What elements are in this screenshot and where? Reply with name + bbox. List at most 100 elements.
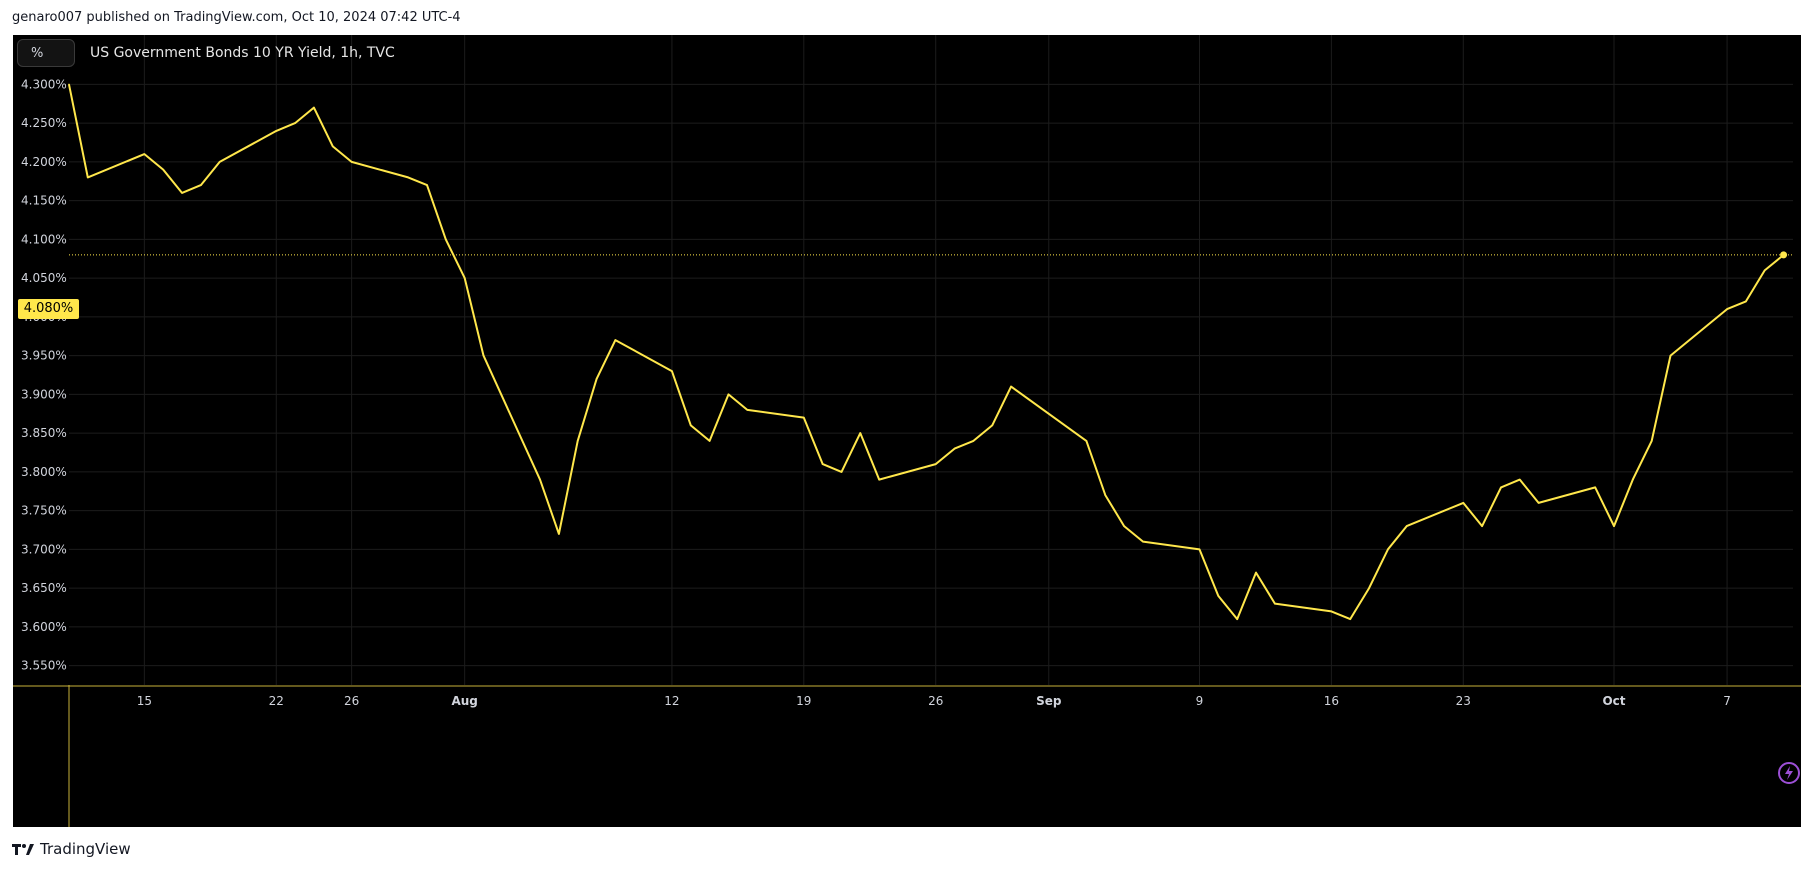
data-point <box>1387 548 1389 551</box>
x-tick-label: 16 <box>1324 694 1339 708</box>
data-point <box>934 463 937 465</box>
y-tick-label: 3.950% <box>21 349 67 363</box>
x-tick-label: 12 <box>664 694 679 708</box>
x-tick-label: Aug <box>451 694 477 708</box>
data-point <box>1236 618 1238 620</box>
data-point <box>143 153 146 155</box>
lightning-icon[interactable] <box>1778 762 1800 784</box>
data-point <box>162 168 165 171</box>
y-tick-label: 4.250% <box>21 116 67 130</box>
data-point <box>181 192 183 194</box>
footer: TradingView <box>12 840 131 858</box>
data-point <box>991 424 994 427</box>
x-tick-label: 26 <box>928 694 943 708</box>
y-tick-label: 3.700% <box>21 542 67 556</box>
data-point <box>331 145 334 148</box>
data-point <box>313 106 315 109</box>
x-tick-label: 15 <box>137 694 152 708</box>
yield-line-chart[interactable]: 4.300%4.250%4.200%4.150%4.100%4.050%4.00… <box>13 35 1801 827</box>
data-point <box>727 393 730 396</box>
data-point <box>1669 354 1672 357</box>
y-tick-label: 4.050% <box>21 271 67 285</box>
y-tick-label: 4.200% <box>21 155 67 169</box>
data-point <box>1255 571 1257 574</box>
series-line <box>68 84 1785 621</box>
unit-button[interactable]: % <box>17 39 75 67</box>
y-tick-label: 4.150% <box>21 194 67 208</box>
data-point <box>803 416 805 419</box>
data-point <box>200 184 202 186</box>
data-point <box>746 409 749 411</box>
data-point <box>1537 502 1540 504</box>
data-point <box>482 354 485 357</box>
data-point <box>1594 486 1596 489</box>
data-point <box>1462 502 1465 504</box>
data-point <box>708 440 711 442</box>
chart-pane[interactable]: 4.300%4.250%4.200%4.150%4.100%4.050%4.00… <box>13 35 1801 827</box>
published-by-text: genaro007 published on TradingView.com, … <box>12 10 461 25</box>
last-price-label: 4.080% <box>18 299 79 319</box>
data-point <box>1010 385 1012 388</box>
series-group <box>68 83 1793 621</box>
x-tick-label: 7 <box>1723 694 1731 708</box>
data-point <box>1745 300 1747 303</box>
tradingview-logo-icon <box>12 844 34 855</box>
y-tick-label: 3.850% <box>21 426 67 440</box>
data-point <box>426 184 428 186</box>
data-point <box>445 238 447 241</box>
data-point <box>407 176 409 179</box>
data-point <box>1368 587 1370 589</box>
y-tick-label: 3.600% <box>21 620 67 634</box>
data-point <box>595 378 598 380</box>
y-tick-label: 3.650% <box>21 581 67 595</box>
data-point <box>463 277 466 279</box>
data-point <box>1481 525 1483 527</box>
y-tick-label: 3.900% <box>21 387 67 401</box>
data-point <box>1349 618 1352 620</box>
data-point <box>1500 486 1502 489</box>
data-point <box>878 478 880 481</box>
data-point <box>1274 602 1276 605</box>
data-point <box>859 432 862 434</box>
data-point <box>558 533 560 535</box>
x-tick-label: 26 <box>344 694 359 708</box>
chart-title: US Government Bonds 10 YR Yield, 1h, TVC <box>90 45 395 61</box>
data-point <box>1198 548 1201 551</box>
y-tick-label: 4.100% <box>21 232 67 246</box>
data-point <box>1763 269 1766 272</box>
x-tick-label: Sep <box>1036 694 1062 708</box>
data-point <box>689 424 692 427</box>
data-point <box>1104 494 1107 496</box>
x-tick-label: 9 <box>1196 694 1204 708</box>
grid-lines <box>69 35 1793 685</box>
y-tick-label: 3.750% <box>21 504 67 518</box>
data-point <box>1726 308 1728 310</box>
data-point <box>539 478 541 481</box>
data-point <box>350 161 353 163</box>
data-point <box>1650 440 1653 442</box>
x-tick-label: 23 <box>1456 694 1471 708</box>
data-point <box>1330 610 1333 613</box>
x-tick-label: 19 <box>796 694 811 708</box>
data-point <box>614 339 617 341</box>
data-point <box>1123 525 1125 527</box>
data-point <box>1405 525 1408 527</box>
data-point <box>294 122 296 124</box>
data-point <box>218 161 221 163</box>
x-tick-label: Oct <box>1602 694 1625 708</box>
data-point <box>1085 440 1088 442</box>
tradingview-brand: TradingView <box>40 840 131 858</box>
data-point <box>1518 478 1521 481</box>
data-point <box>1613 525 1615 527</box>
data-point <box>671 370 673 372</box>
y-tick-label: 3.800% <box>21 465 67 479</box>
data-point <box>1142 540 1144 543</box>
y-tick-label: 3.550% <box>21 659 67 673</box>
x-tick-label: 22 <box>269 694 284 708</box>
data-point <box>68 83 70 86</box>
data-point <box>840 471 843 473</box>
data-point <box>972 440 975 442</box>
data-point <box>1632 478 1634 481</box>
x-axis: 15 22 26 Aug 12 19 26 Sep 9 16 23 Oct 7 <box>13 685 1801 827</box>
y-axis: 4.300%4.250%4.200%4.150%4.100%4.050%4.00… <box>21 77 67 672</box>
